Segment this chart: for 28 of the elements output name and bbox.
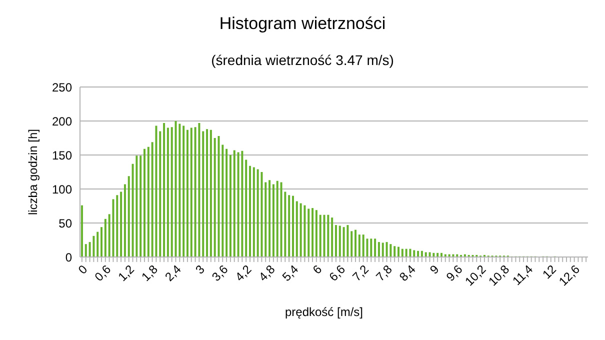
y-tick-label: 200 <box>52 114 72 128</box>
y-tick-label: 50 <box>58 216 72 230</box>
x-tick-label: 6 <box>310 262 325 277</box>
x-tick-label: 3,6 <box>209 262 232 284</box>
x-tick-label: 6,6 <box>326 262 348 284</box>
y-axis-title: liczba godzin [h] <box>26 128 40 216</box>
x-axis-title: prędkość [m/s] <box>284 305 364 319</box>
x-tick-label: 0,6 <box>92 262 114 284</box>
y-tick-label: 250 <box>52 80 72 94</box>
x-tick-label: 5,4 <box>279 262 302 284</box>
y-tick-label: 0 <box>65 250 72 264</box>
x-tick-label: 9,6 <box>444 262 466 284</box>
x-tick-label: 2,4 <box>162 262 184 284</box>
y-tick-label: 100 <box>52 182 72 196</box>
x-tick-label: 7,8 <box>373 262 396 284</box>
chart-subtitle: (średnia wietrzność 3.47 m/s) <box>210 52 395 68</box>
x-tick-label: 9 <box>427 262 442 277</box>
chart-title: Histogram wietrzności <box>218 14 387 34</box>
x-tick-label: 12 <box>540 262 560 282</box>
x-tick-label: 1,8 <box>138 262 161 284</box>
y-tick-label: 150 <box>52 148 72 162</box>
x-tick-label: 1,2 <box>115 262 138 284</box>
x-tick-label: 0 <box>75 262 90 277</box>
x-tick-label: 7,2 <box>350 262 372 284</box>
x-tick-label: 8,4 <box>396 262 419 284</box>
x-tick-label: 4,2 <box>232 262 254 284</box>
x-tick-label: 4,8 <box>256 262 278 284</box>
x-tick-label: 3 <box>192 262 208 277</box>
